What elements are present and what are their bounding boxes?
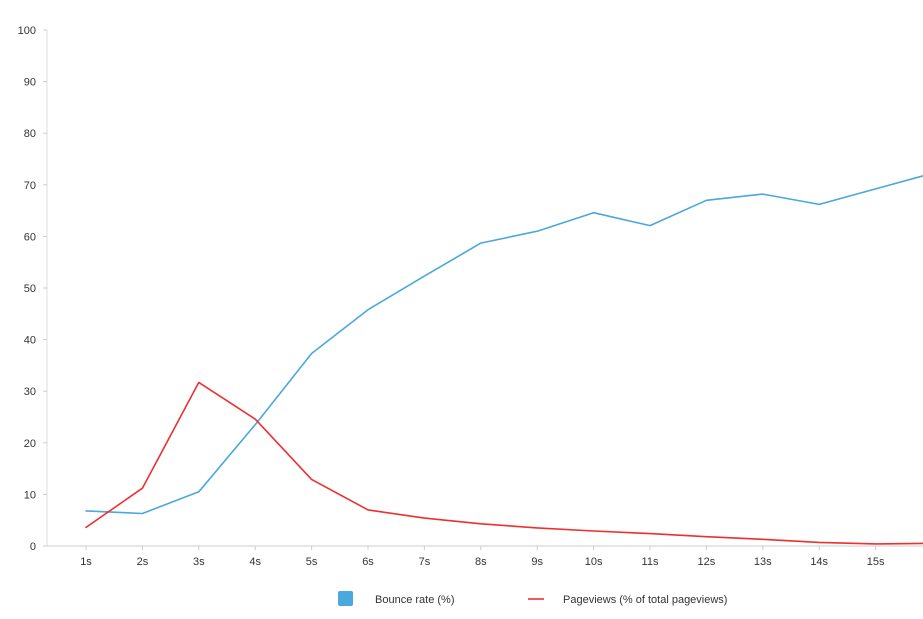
y-tick-label: 50 bbox=[24, 283, 36, 295]
x-tick-label: 13s bbox=[754, 556, 772, 568]
x-tick-label: 4s bbox=[249, 556, 261, 568]
legend-swatch bbox=[338, 591, 353, 606]
legend-item: Bounce rate (%) bbox=[338, 591, 454, 606]
x-tick-label: 3s bbox=[193, 556, 205, 568]
x-tick-label: 5s bbox=[306, 556, 318, 568]
x-tick-label: 2s bbox=[137, 556, 149, 568]
y-tick-label: 30 bbox=[24, 386, 36, 398]
y-tick-label: 100 bbox=[18, 25, 36, 37]
legend-label: Bounce rate (%) bbox=[375, 594, 454, 606]
y-tick-label: 60 bbox=[24, 231, 36, 243]
x-tick-label: 10s bbox=[585, 556, 603, 568]
x-tick-label: 15s bbox=[867, 556, 885, 568]
y-tick-label: 90 bbox=[24, 77, 36, 89]
y-tick-label: 80 bbox=[24, 128, 36, 140]
x-tick-label: 7s bbox=[419, 556, 431, 568]
y-axis: 0 10 20 30 40 50 60 70 80 90 100 bbox=[18, 25, 47, 553]
x-tick-label: 1s bbox=[80, 556, 92, 568]
series-line-1 bbox=[85, 175, 923, 515]
x-tick-label: 6s bbox=[362, 556, 374, 568]
x-tick-label: 12s bbox=[698, 556, 716, 568]
legend-item: Pageviews (% of total pageviews) bbox=[528, 594, 727, 606]
x-tick-label: 11s bbox=[642, 556, 659, 568]
series-line-2 bbox=[85, 381, 923, 545]
y-tick-label: 0 bbox=[30, 541, 36, 553]
series-layer bbox=[85, 175, 923, 545]
y-tick-label: 20 bbox=[24, 438, 36, 450]
x-tick-label: 14s bbox=[810, 556, 828, 568]
x-tick-label: 9s bbox=[531, 556, 543, 568]
y-tick-label: 10 bbox=[24, 489, 36, 501]
y-tick-label: 70 bbox=[24, 180, 36, 192]
legend: Bounce rate (%) Pageviews (% of total pag… bbox=[338, 591, 727, 606]
x-tick-label: 8s bbox=[475, 556, 487, 568]
y-tick-label: 40 bbox=[24, 335, 36, 347]
x-axis: 1s2s3s4s5s6s7s8s9s10s11s12s13s14s15s16s bbox=[80, 546, 885, 568]
legend-label: Pageviews (% of total pageviews) bbox=[563, 594, 727, 606]
